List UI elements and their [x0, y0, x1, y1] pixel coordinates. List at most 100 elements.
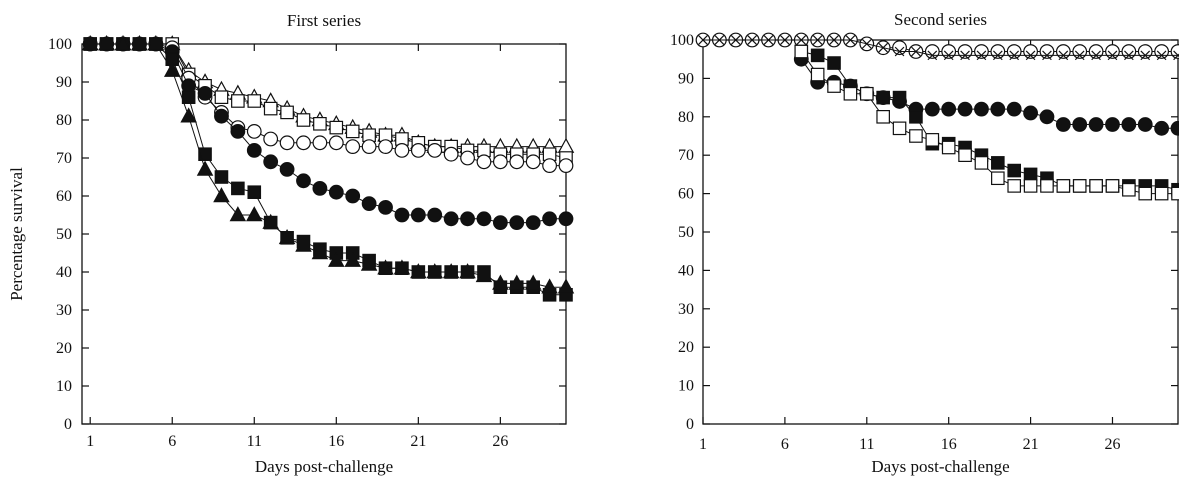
- x-tick-label: 16: [941, 436, 957, 453]
- data-point-cross: [796, 35, 807, 45]
- data-point-circle-open: [1121, 44, 1137, 59]
- data-point-square-open: [231, 94, 245, 108]
- data-point-circle-open: [328, 135, 344, 151]
- series-line: [801, 51, 1179, 191]
- data-point-cross: [943, 50, 954, 61]
- data-point-square-filled: [247, 185, 262, 199]
- data-point-circle-filled: [1170, 120, 1179, 136]
- data-point-triangle-filled: [229, 206, 247, 222]
- data-point-cross: [1058, 50, 1069, 61]
- data-point-square-open: [794, 44, 809, 59]
- y-tick-label: 80: [678, 109, 694, 126]
- data-point-circle-open: [378, 139, 393, 155]
- data-point-square-open: [925, 133, 940, 147]
- data-point-circle-filled: [328, 184, 344, 200]
- x-axis-label: Days post-challenge: [871, 457, 1009, 476]
- data-point-circle-open: [1039, 44, 1055, 59]
- data-point-triangle-filled: [196, 160, 214, 176]
- data-point-triangle-filled: [131, 35, 148, 51]
- data-point-circle-open: [460, 150, 475, 166]
- data-point-square-open: [909, 129, 923, 143]
- data-point-square-open: [1154, 186, 1169, 201]
- data-point-circle-filled: [476, 211, 492, 227]
- data-point-cross: [1173, 50, 1179, 61]
- data-point-circle-filled: [1137, 117, 1153, 132]
- data-point-triangle-filled: [163, 61, 181, 77]
- series-triangle-open: [81, 35, 575, 153]
- data-point-square-filled: [214, 170, 229, 184]
- data-point-circle-filled: [1023, 105, 1038, 121]
- y-tick-label: 30: [678, 301, 694, 318]
- data-point-triangle-filled: [442, 263, 460, 279]
- data-point-triangle-filled: [114, 35, 132, 51]
- series-line: [90, 43, 566, 224]
- data-point-circle-filled: [1154, 120, 1170, 136]
- data-point-triangle-filled: [295, 236, 312, 252]
- data-point-circle-open: [279, 135, 295, 151]
- data-point-square-open: [1122, 182, 1136, 197]
- y-tick-label: 40: [56, 264, 72, 281]
- y-tick-label: 60: [678, 186, 694, 203]
- data-point-square-open: [214, 90, 229, 104]
- data-point-square-filled: [231, 181, 245, 196]
- data-point-cross: [1107, 50, 1118, 61]
- data-point-circle-filled: [246, 142, 262, 158]
- data-point-circle-open: [542, 158, 557, 174]
- data-point-square-open: [1072, 179, 1087, 193]
- data-point-cross: [878, 42, 888, 53]
- data-point-circle-open: [1154, 44, 1170, 59]
- data-point-cross: [1140, 50, 1151, 61]
- data-point-triangle-filled: [245, 206, 263, 222]
- data-point-circle-open: [924, 44, 940, 59]
- x-tick-label: 11: [859, 436, 874, 453]
- data-point-triangle-filled: [147, 35, 165, 51]
- data-point-square-open: [827, 79, 841, 93]
- data-point-circle-filled: [296, 173, 311, 189]
- series-line: [90, 43, 566, 167]
- data-point-circle-open: [1137, 44, 1153, 59]
- data-point-circle-filled: [1055, 117, 1071, 132]
- data-point-square-open: [859, 86, 874, 101]
- y-tick-label: 100: [670, 32, 694, 49]
- data-point-triangle-filled: [311, 244, 329, 260]
- data-point-triangle-filled: [180, 107, 197, 123]
- y-tick-label: 40: [678, 262, 694, 279]
- data-point-circle-open: [443, 146, 459, 162]
- series-line: [90, 43, 566, 148]
- data-point-circle-filled: [492, 215, 508, 231]
- data-point-square-open: [1007, 179, 1022, 193]
- data-point-square-filled: [827, 56, 841, 70]
- data-point-triangle-filled: [98, 35, 115, 51]
- data-point-square-filled: [892, 90, 907, 105]
- data-point-triangle-filled: [541, 278, 558, 294]
- data-point-circle-filled: [1006, 101, 1022, 117]
- data-point-circle-filled: [427, 207, 443, 223]
- x-tick-label: 26: [1104, 436, 1120, 453]
- y-tick-label: 80: [56, 112, 72, 129]
- data-point-triangle-filled: [557, 278, 575, 294]
- x-axis-label: Days post-challenge: [255, 457, 393, 476]
- data-point-circle-open: [312, 135, 328, 151]
- data-point-triangle-filled: [410, 263, 427, 279]
- x-tick-label: 6: [168, 433, 176, 450]
- data-point-circle-open: [558, 158, 574, 174]
- data-point-circle-open: [410, 142, 426, 158]
- data-point-square-open: [329, 120, 344, 135]
- data-point-circle-open: [974, 44, 989, 59]
- data-point-square-open: [892, 121, 907, 136]
- y-tick-label: 50: [56, 226, 72, 243]
- y-tick-label: 30: [56, 302, 72, 319]
- data-point-circle-open: [476, 154, 492, 170]
- data-point-circle-open: [492, 154, 508, 170]
- data-point-triangle-filled: [344, 251, 361, 267]
- data-point-triangle-filled: [328, 251, 345, 267]
- data-point-cross: [911, 46, 921, 57]
- data-point-circle-filled: [214, 108, 229, 124]
- y-tick-label: 90: [56, 74, 72, 91]
- data-point-square-open: [345, 124, 360, 139]
- data-point-cross: [927, 50, 938, 61]
- y-tick-label: 50: [678, 224, 694, 241]
- data-point-square-open: [1089, 179, 1103, 193]
- data-point-circle-filled: [361, 196, 377, 212]
- data-point-circle-open: [892, 40, 907, 56]
